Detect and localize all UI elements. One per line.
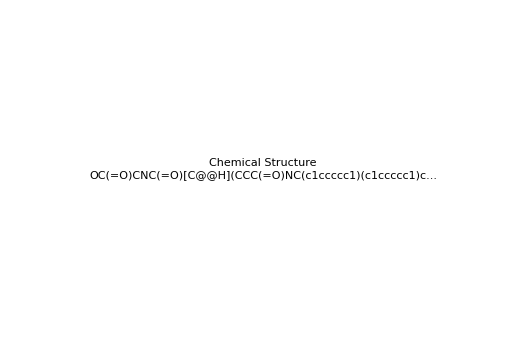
Text: Chemical Structure
OC(=O)CNC(=O)[C@@H](CCC(=O)NC(c1ccccc1)(c1ccccc1)c...: Chemical Structure OC(=O)CNC(=O)[C@@H](C… — [89, 158, 437, 180]
